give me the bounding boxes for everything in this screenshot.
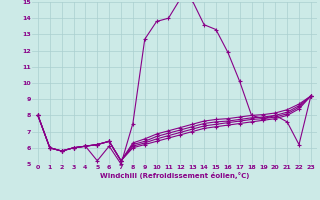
- X-axis label: Windchill (Refroidissement éolien,°C): Windchill (Refroidissement éolien,°C): [100, 172, 249, 179]
